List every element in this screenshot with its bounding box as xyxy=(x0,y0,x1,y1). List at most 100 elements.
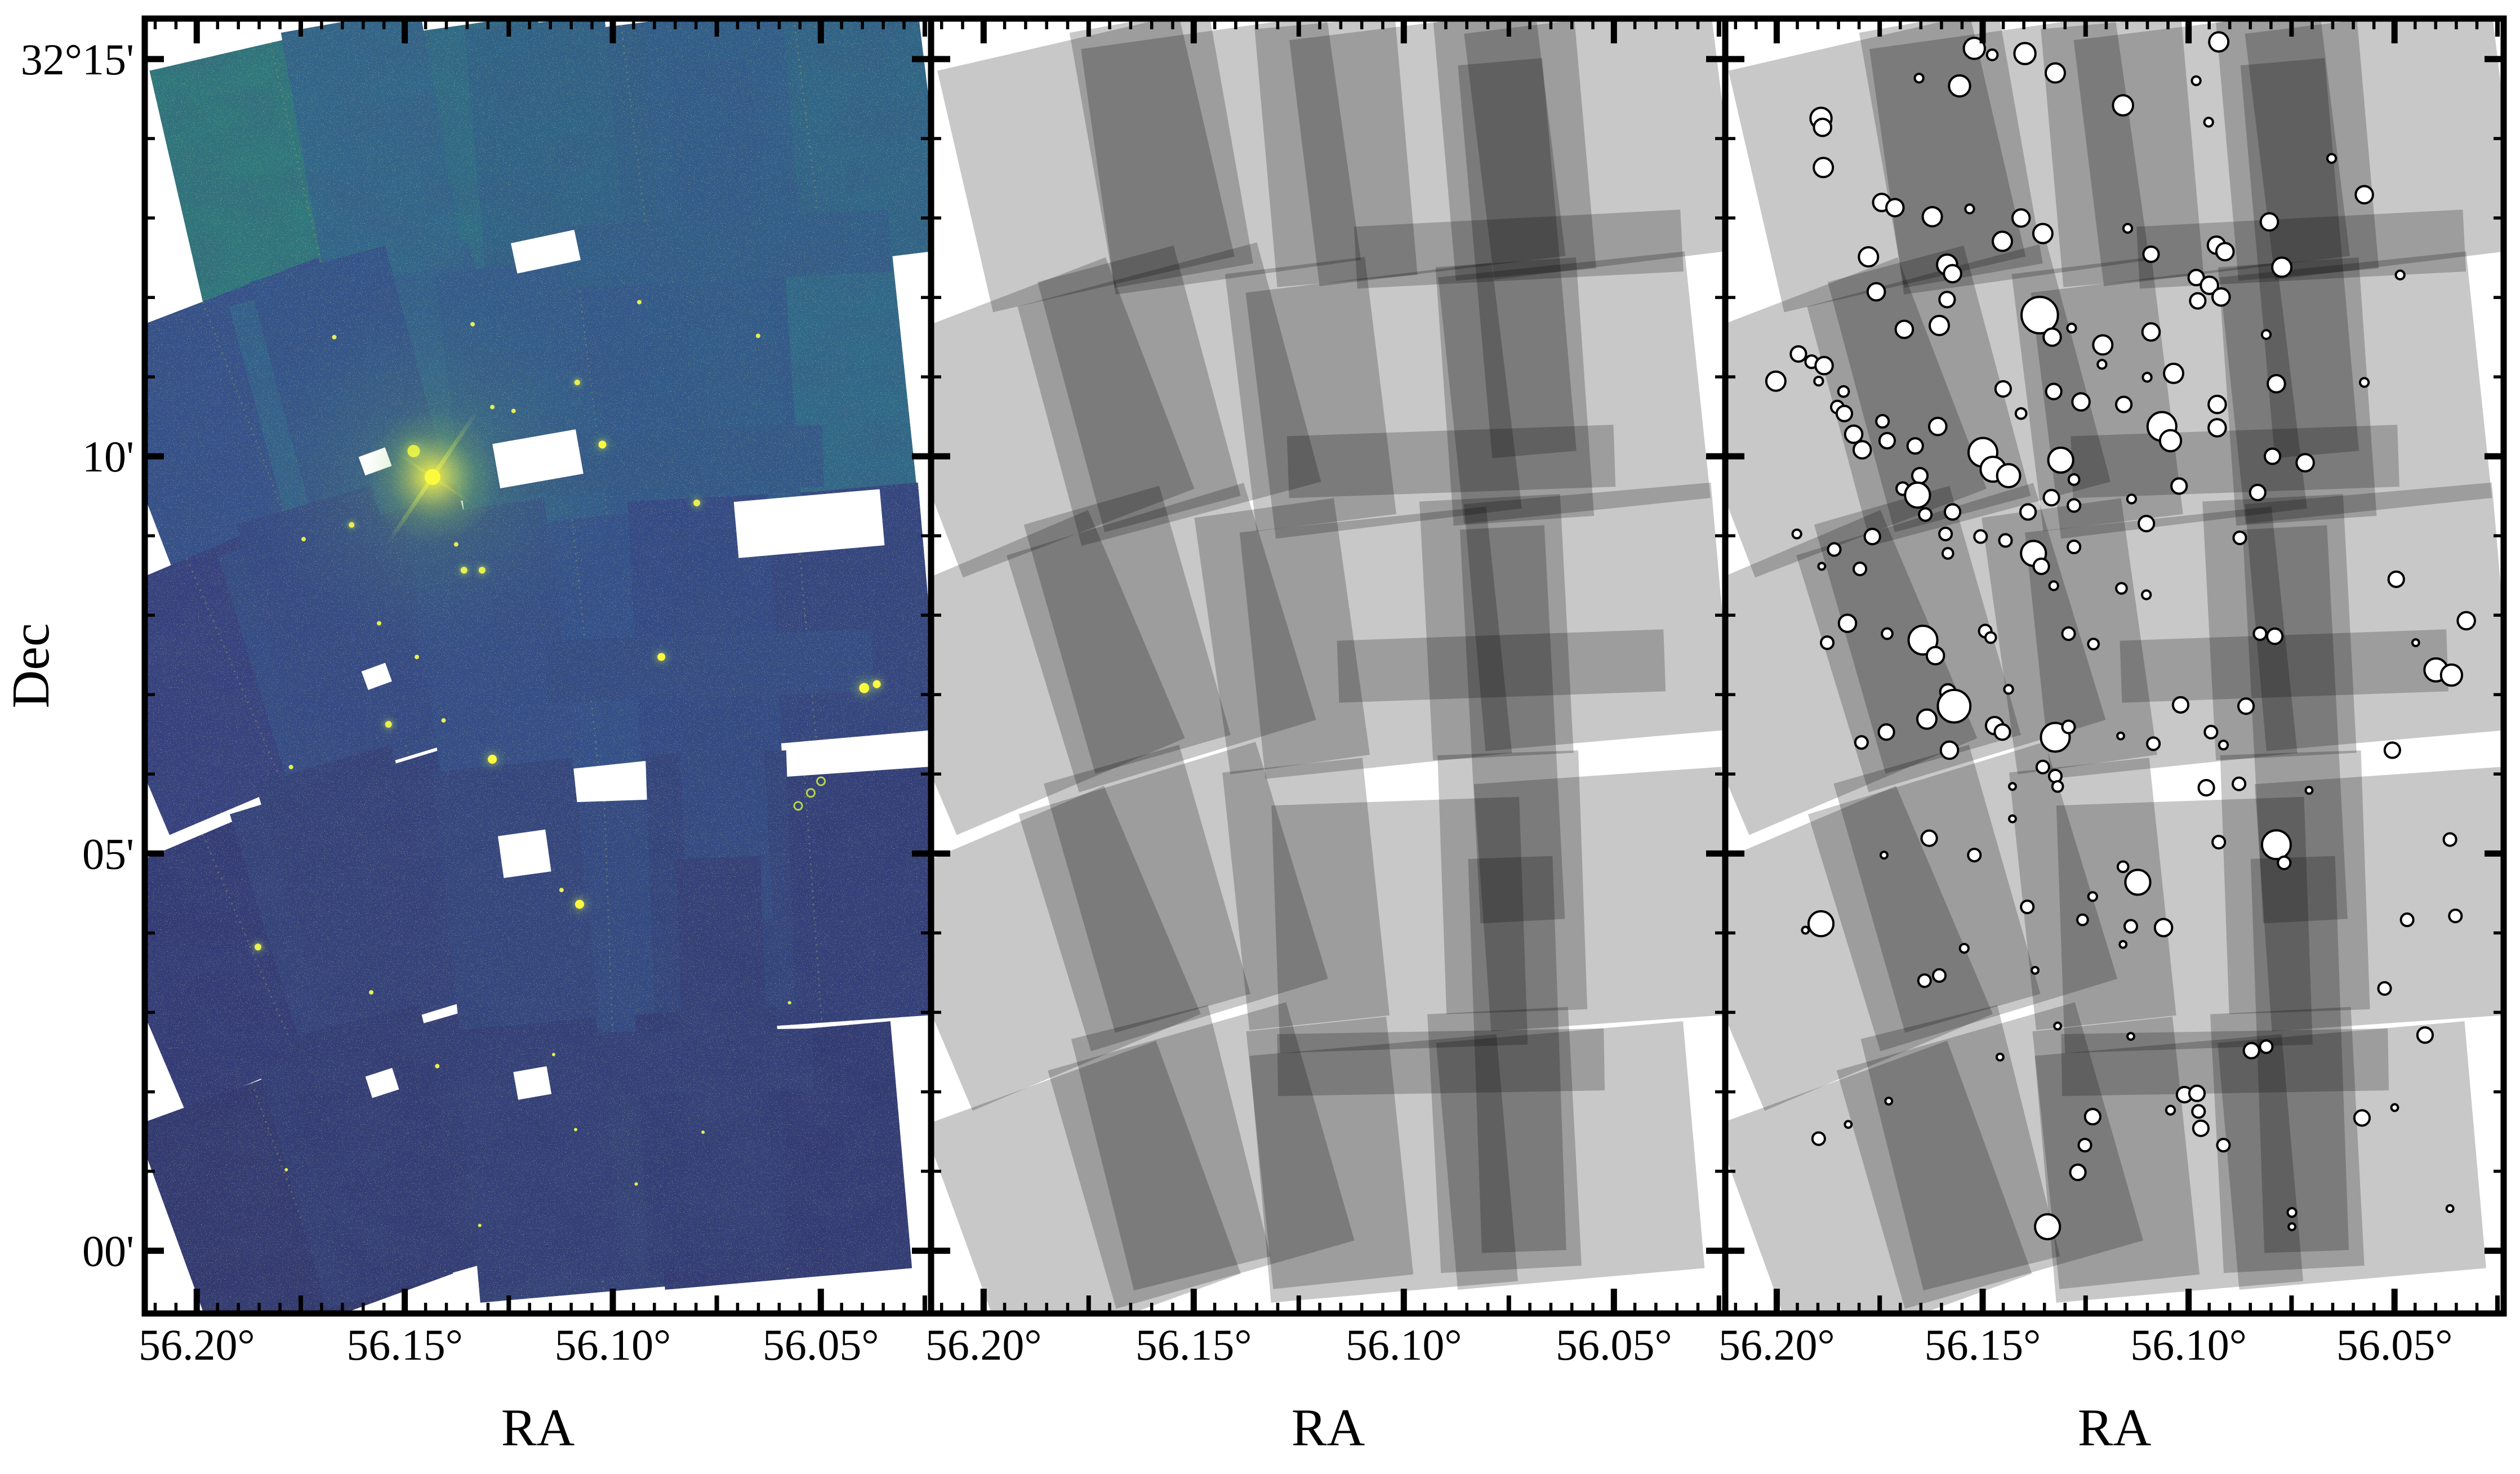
footprint xyxy=(1222,758,1390,1030)
footprint xyxy=(1459,525,1565,924)
source-circle xyxy=(2096,359,2108,370)
footprint xyxy=(1249,1034,1519,1303)
source-circle xyxy=(2138,515,2156,533)
source-circle xyxy=(2377,981,2392,996)
footprint xyxy=(1437,750,1588,1014)
star xyxy=(332,335,337,340)
footprint xyxy=(2034,1034,2304,1303)
source-circle xyxy=(2353,1109,2371,1127)
footprint xyxy=(1468,856,1566,1253)
footprint xyxy=(2216,19,2379,281)
footprint xyxy=(2032,1017,2200,1289)
footprint xyxy=(2218,1021,2486,1290)
source-circle xyxy=(2416,1026,2434,1044)
star xyxy=(377,621,382,626)
source-circle xyxy=(2116,731,2126,741)
source-circle xyxy=(2114,395,2133,413)
source-circle xyxy=(1904,481,1931,509)
source-circle xyxy=(1916,708,1938,730)
source-circle xyxy=(1913,73,1925,84)
source-circle xyxy=(2008,814,2017,823)
source-circle xyxy=(2354,185,2374,204)
x-axis-title-left: RA xyxy=(501,1399,575,1457)
source-circle xyxy=(2218,740,2229,751)
source-circle xyxy=(1911,466,1929,485)
x-axis-title-right: RA xyxy=(2078,1399,2152,1457)
star xyxy=(559,888,564,893)
star xyxy=(301,537,306,542)
source-circle xyxy=(1877,723,1895,741)
source-circle xyxy=(2047,446,2074,474)
panel-sources xyxy=(1725,19,2504,1313)
star xyxy=(478,1223,482,1227)
source-circle xyxy=(2259,1039,2274,1054)
source-circle xyxy=(2112,94,2135,117)
footprint xyxy=(2031,262,2307,539)
footprint xyxy=(1435,257,1595,526)
source-circle xyxy=(1844,1120,1853,1129)
source-circle xyxy=(1925,645,1945,666)
x-tick-label: 56.05° xyxy=(2336,1320,2453,1369)
source-circle xyxy=(2203,724,2219,740)
source-circle xyxy=(2216,1138,2231,1153)
footprint xyxy=(2245,19,2504,280)
source-circle xyxy=(1939,740,1960,760)
footprint xyxy=(1725,1040,2032,1313)
source-circle xyxy=(2053,1021,2063,1031)
source-circle xyxy=(2277,855,2292,870)
source-circle xyxy=(1958,943,1970,954)
star xyxy=(255,943,262,951)
source-circle xyxy=(2170,477,2188,495)
footprint xyxy=(1473,767,1725,1032)
source-circle xyxy=(1967,848,1982,863)
source-circle xyxy=(2192,1119,2210,1137)
source-circle xyxy=(2035,759,2050,774)
footprint xyxy=(1419,494,1574,760)
source-circle xyxy=(2153,918,2174,938)
footprint xyxy=(1438,251,1711,524)
source-circle xyxy=(2358,377,2370,388)
source-circle xyxy=(1884,1097,1894,1106)
source-circle xyxy=(1964,203,1975,215)
source-circle xyxy=(2141,372,2153,383)
star xyxy=(460,567,468,574)
source-circle xyxy=(1801,925,1810,935)
source-circle xyxy=(2034,1213,2062,1241)
ring-artifact xyxy=(805,788,816,798)
x-tick-label: 56.10° xyxy=(555,1320,671,1369)
source-circle xyxy=(2200,275,2219,295)
star xyxy=(574,380,580,386)
source-circle xyxy=(1789,345,1807,363)
source-circle xyxy=(2249,483,2267,502)
coverage-hole xyxy=(361,662,392,691)
footprint xyxy=(1286,425,1616,498)
source-circle xyxy=(2087,891,2098,902)
star xyxy=(369,990,374,995)
x-tick-label: 56.20° xyxy=(1718,1320,1835,1369)
source-circle xyxy=(1813,117,1833,137)
source-circle xyxy=(2189,292,2207,310)
source-circle xyxy=(2069,1163,2087,1182)
source-circle xyxy=(2456,611,2476,631)
source-circle xyxy=(2191,1104,2206,1119)
source-circle xyxy=(1929,314,1951,336)
source-circle xyxy=(2394,269,2406,280)
footprint xyxy=(2202,494,2357,760)
x-tick-label: 56.20° xyxy=(925,1320,1042,1369)
source-circle xyxy=(1811,1131,1826,1146)
coverage-hole xyxy=(497,829,551,878)
footprint xyxy=(1464,19,1725,280)
star xyxy=(755,333,760,339)
source-circle xyxy=(2287,1222,2297,1231)
noise-overlay xyxy=(145,19,931,1313)
source-circle xyxy=(2077,1138,2092,1153)
source-circle xyxy=(1994,380,2012,398)
source-circle xyxy=(2032,222,2054,244)
source-circle xyxy=(2042,327,2062,347)
source-circle xyxy=(1837,385,1850,398)
source-circle xyxy=(1875,413,1890,429)
coverage-hole xyxy=(492,429,584,489)
star xyxy=(693,499,700,506)
source-circle xyxy=(2124,869,2152,896)
footprint xyxy=(1246,1017,1414,1289)
